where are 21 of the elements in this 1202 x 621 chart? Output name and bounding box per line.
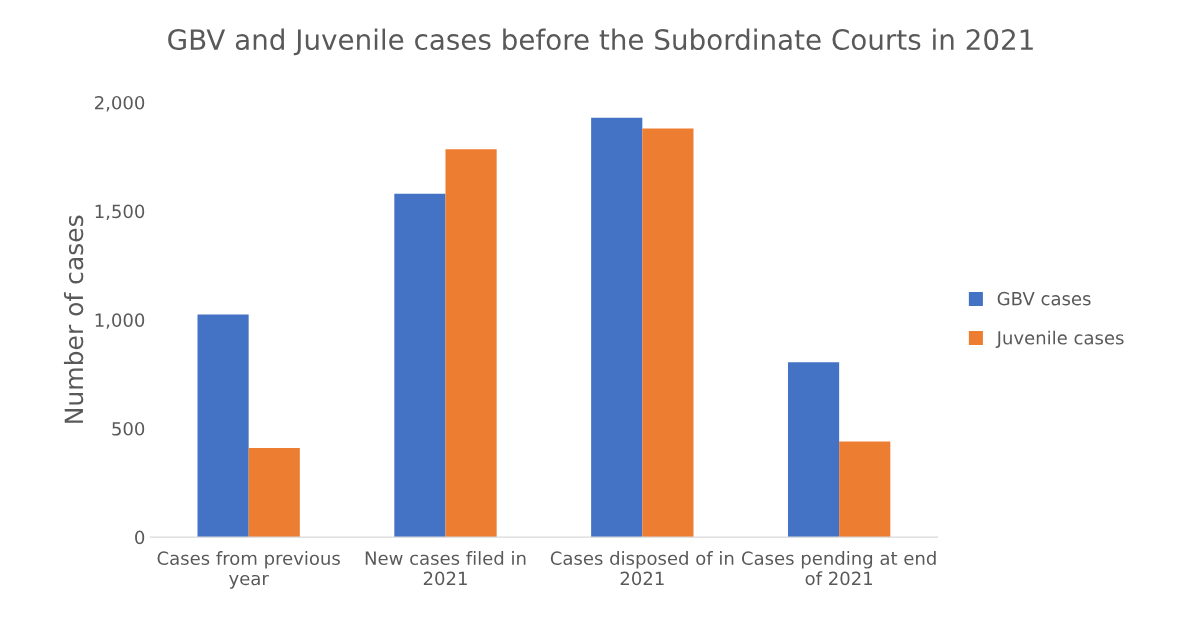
- x-tick-label: Cases from previous year: [157, 551, 340, 589]
- bar: [394, 193, 446, 538]
- bar: [787, 362, 840, 538]
- y-tick-label: 2,000: [95, 95, 145, 112]
- bar: [445, 149, 497, 538]
- chart-title: GBV and Juvenile cases before the Subordinate Courts in 2021: [168, 28, 1033, 56]
- bar: [197, 314, 249, 538]
- x-tick-label: New cases filed in 2021: [365, 551, 526, 586]
- y-axis-title: Number of cases: [63, 215, 84, 423]
- x-tick-label: Cases pending at end of 2021: [741, 551, 936, 586]
- legend-label: GBV cases: [997, 291, 1091, 306]
- y-tick-label: 1,500: [95, 204, 145, 221]
- y-tick-label: 1,000: [95, 313, 145, 329]
- legend-label: Juvenile cases: [995, 330, 1124, 348]
- bar: [248, 448, 300, 538]
- bar: [839, 441, 891, 538]
- y-tick-label: 0: [135, 530, 145, 545]
- x-tick-label: Cases disposed of in 2021: [550, 551, 734, 586]
- bar: [591, 117, 643, 538]
- bar: [642, 128, 694, 538]
- y-tick-label: 500: [112, 421, 145, 436]
